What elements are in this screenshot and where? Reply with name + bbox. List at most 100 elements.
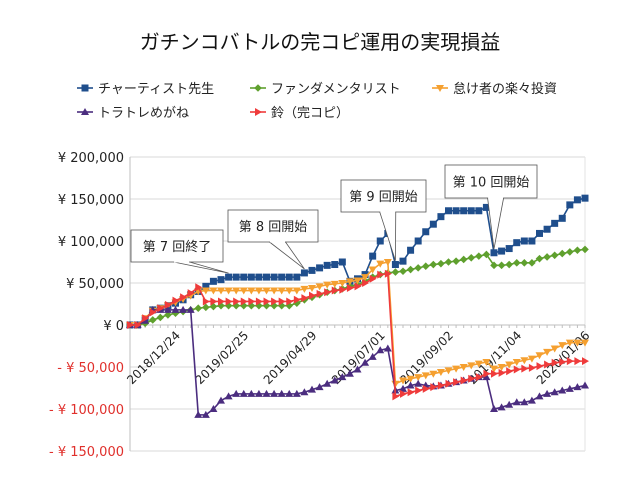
data-point [361, 358, 370, 366]
data-point [278, 297, 286, 306]
data-point [565, 384, 574, 392]
legend-marker-triangle-right-icon [255, 108, 262, 116]
legend-label: チャーティスト先生 [98, 82, 214, 97]
callout-pointer [173, 261, 229, 274]
data-point [209, 277, 217, 285]
data-point [460, 376, 468, 385]
data-point [513, 239, 521, 247]
data-point [452, 365, 461, 373]
data-point [498, 247, 506, 255]
data-point [429, 260, 438, 269]
data-point [437, 213, 445, 221]
data-point [331, 261, 339, 269]
data-point [543, 389, 552, 397]
data-point [520, 398, 529, 406]
data-point [581, 194, 589, 202]
data-point [566, 248, 574, 256]
callout-joint [174, 260, 190, 263]
callout-box [444, 164, 538, 199]
data-point [520, 237, 528, 245]
data-point [406, 265, 415, 274]
data-point [240, 273, 248, 281]
data-point [512, 358, 521, 366]
data-point [573, 383, 582, 391]
data-point [134, 321, 142, 329]
data-point [528, 259, 536, 267]
callout-label: 第 9 回開始 [349, 190, 418, 205]
y-tick-label: ¥ 200,000 [58, 151, 124, 166]
data-point [156, 313, 165, 322]
legend-label: 鈴（完コピ） [271, 106, 349, 121]
data-point [232, 301, 240, 310]
data-point [414, 374, 423, 382]
data-point [209, 405, 218, 412]
data-point [180, 293, 188, 302]
data-point [581, 339, 589, 347]
data-point [202, 282, 210, 290]
data-point [164, 300, 172, 309]
data-point [217, 287, 225, 295]
data-point [149, 308, 157, 317]
data-point [414, 264, 422, 272]
data-point [300, 285, 309, 293]
data-point [369, 252, 377, 260]
data-point [202, 303, 210, 312]
data-point [475, 207, 483, 215]
data-point [528, 237, 536, 245]
data-point [148, 316, 157, 324]
legend-marker-triangle-down-icon [436, 85, 444, 92]
legend-label: トラトレめがね [98, 106, 189, 121]
data-point [565, 339, 574, 347]
data-point [232, 273, 240, 281]
data-point [218, 297, 225, 306]
data-point [157, 304, 165, 313]
y-tick-label: ¥ 50,000 [66, 277, 124, 292]
callout: 第 7 回終了 [130, 229, 229, 274]
data-point [377, 270, 385, 279]
callout-label: 第 8 回開始 [239, 220, 308, 235]
data-point [353, 365, 362, 373]
data-point [482, 250, 491, 259]
data-point [194, 304, 203, 312]
data-point [271, 297, 279, 306]
data-point [292, 389, 301, 397]
callout-joint [270, 240, 285, 243]
data-point [581, 381, 589, 389]
data-point [414, 237, 422, 245]
data-point [233, 297, 241, 306]
data-point [293, 295, 301, 304]
data-point [263, 273, 270, 281]
data-point [293, 273, 301, 281]
data-point [376, 346, 385, 354]
data-point [414, 379, 423, 387]
data-point [573, 196, 581, 204]
data-point [422, 228, 430, 236]
data-point [278, 273, 286, 281]
data-point [406, 381, 415, 389]
data-point [224, 287, 233, 295]
data-point [331, 286, 339, 295]
data-point [574, 357, 582, 366]
data-point [285, 389, 294, 397]
data-point [164, 311, 172, 319]
data-point [550, 388, 559, 396]
data-point [376, 237, 384, 245]
data-point [490, 261, 498, 270]
legend-marker-square-icon [81, 84, 89, 92]
data-point [369, 274, 377, 283]
data-point [399, 384, 407, 392]
data-point [354, 282, 362, 291]
y-tick-label: - ¥ 150,000 [49, 445, 124, 460]
y-tick-label: - ¥ 100,000 [49, 403, 124, 418]
legend-marker-triangle-up-icon [81, 108, 89, 115]
series-group [126, 194, 589, 418]
data-point [324, 288, 332, 297]
data-point [436, 369, 445, 377]
data-point [127, 321, 134, 329]
data-point [186, 305, 195, 313]
data-point [505, 361, 514, 369]
data-point [345, 369, 354, 377]
data-point [467, 254, 476, 262]
data-point [513, 365, 521, 374]
